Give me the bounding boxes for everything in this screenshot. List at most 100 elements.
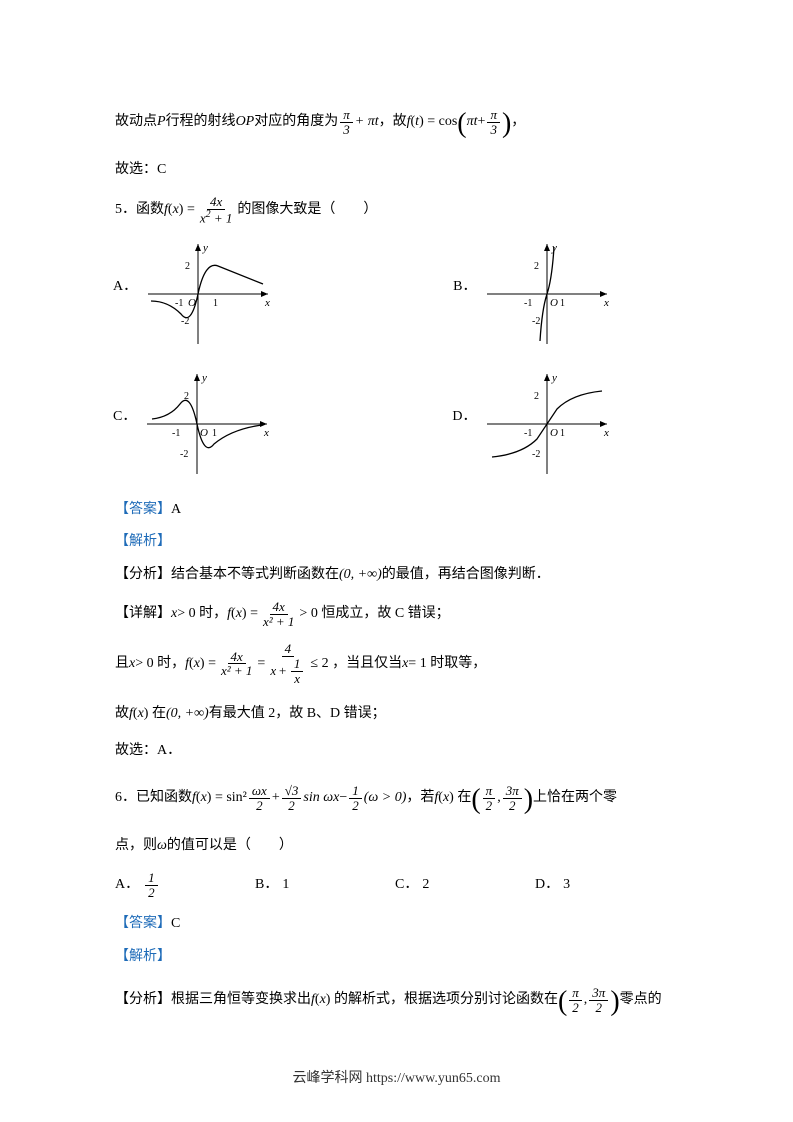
analysis-6: 【解析】 xyxy=(115,946,678,968)
text: ) 在 xyxy=(144,703,166,725)
line-conclusion-angle: 故动点 P 行程的射线 OP 对应的角度为 π 3 + π t ，故 f ( t… xyxy=(115,100,678,145)
fraction: π 2 xyxy=(569,986,582,1014)
text: ≤ 2 ，当且仅当 xyxy=(310,653,402,675)
text: + xyxy=(478,111,486,133)
answer-6: 【答案】C xyxy=(115,913,678,935)
label: 【详解】 xyxy=(115,603,171,625)
svg-text:2: 2 xyxy=(534,391,539,402)
svg-text:2: 2 xyxy=(534,261,539,272)
text: 故 xyxy=(115,703,129,725)
comma: , xyxy=(497,787,501,809)
choice-b: B． 1 xyxy=(255,871,395,899)
text: π xyxy=(467,111,474,133)
option-c: C． y x O 2 -2 -1 1 xyxy=(113,369,272,479)
svg-text:y: y xyxy=(551,372,557,384)
label: 【分析】 xyxy=(115,989,171,1011)
text: 故动点 xyxy=(115,111,157,133)
answer-label: 【答案】 xyxy=(115,916,171,931)
option-label: D． xyxy=(452,406,476,428)
svg-text:-1: -1 xyxy=(175,298,183,309)
fraction: 3π 2 xyxy=(589,986,608,1014)
answer-value: A xyxy=(171,502,181,517)
option-label: C． xyxy=(113,406,136,428)
svg-text:y: y xyxy=(202,242,208,254)
label: 【分析】 xyxy=(115,564,171,586)
fraction: √3 2 xyxy=(282,784,302,812)
text: ) = cos xyxy=(419,111,457,133)
var-P: P xyxy=(157,111,166,133)
detail-line-2: 且 x > 0 时， f ( x ) = 4x x² + 1 = 4 x+ 1 … xyxy=(115,642,678,685)
svg-text:1: 1 xyxy=(560,298,565,309)
fraction: 1 2 xyxy=(145,871,158,899)
detail-line-4: 故选：A． xyxy=(115,740,678,762)
analysis-6-fx: 【分析】 根据三角恒等变换求出 f ( x ) 的解析式，根据选项分别讨论函数在… xyxy=(115,978,678,1023)
svg-text:x: x xyxy=(264,297,270,309)
svg-text:x: x xyxy=(603,297,609,309)
text: 6．已知函数 xyxy=(115,787,192,809)
fraction: 4x x² + 1 xyxy=(260,600,297,628)
svg-text:x: x xyxy=(263,427,269,439)
svg-text:-1: -1 xyxy=(524,298,532,309)
text: ) = xyxy=(200,653,216,675)
text: 的图像大致是（ ） xyxy=(237,199,377,221)
graph-b-icon: y x O 2 -2 -1 1 xyxy=(482,239,612,349)
var-OP: OP xyxy=(236,111,255,133)
question-6-line1: 6．已知函数 f ( x ) = sin² ωx 2 + √3 2 sin ω … xyxy=(115,776,678,821)
text: ，故 xyxy=(379,111,407,133)
text: 根据三角恒等变换求出 xyxy=(171,989,311,1011)
text: + π xyxy=(355,111,375,133)
text: 5．函数 xyxy=(115,199,164,221)
interval: (0, +∞) xyxy=(166,703,209,725)
choice-c: C． 2 xyxy=(395,871,535,899)
svg-text:O: O xyxy=(550,427,558,439)
text: = 1 时取等， xyxy=(408,653,486,675)
option-b: B． y x O 2 -2 -1 1 xyxy=(453,239,612,349)
svg-text:1: 1 xyxy=(212,428,217,439)
svg-text:y: y xyxy=(201,372,207,384)
text: ) = xyxy=(242,603,258,625)
fraction: π 3 xyxy=(340,108,353,136)
fraction: 4x x2 + 1 xyxy=(197,195,236,225)
text: > 0 时， xyxy=(135,653,185,675)
answer-label: 【答案】 xyxy=(115,502,171,517)
text: ) 的解析式，根据选项分别讨论函数在 xyxy=(326,989,558,1011)
svg-text:-1: -1 xyxy=(172,428,180,439)
option-label: B． xyxy=(453,276,476,298)
svg-text:O: O xyxy=(550,297,558,309)
text: 的值可以是（ ） xyxy=(167,835,293,857)
comma: , xyxy=(584,989,588,1011)
option-a: A． y x O 2 -2 -1 1 xyxy=(113,239,273,349)
analysis-fx: 【分析】 结合基本不等式判断函数在 (0, +∞) 的最值，再结合图像判断． xyxy=(115,564,678,586)
text: ， xyxy=(511,111,525,133)
svg-text:-2: -2 xyxy=(180,449,188,460)
text: sin ω xyxy=(303,787,333,809)
text: ，若 xyxy=(406,787,434,809)
choice-label: D． xyxy=(535,874,559,896)
text: 点，则 xyxy=(115,835,157,857)
choice-label: A． xyxy=(115,874,139,896)
text: 对应的角度为 xyxy=(254,111,338,133)
fraction-nested: 4 x+ 1 x xyxy=(267,642,308,685)
text: 结合基本不等式判断函数在 xyxy=(171,564,339,586)
lparen-icon: ( xyxy=(471,778,480,823)
text: > 0 恒成立，故 C 错误； xyxy=(299,603,449,625)
rparen-icon: ) xyxy=(524,778,533,823)
condition: (ω > 0) xyxy=(364,787,407,809)
svg-text:x: x xyxy=(603,427,609,439)
analysis-5: 【解析】 xyxy=(115,531,678,553)
svg-text:1: 1 xyxy=(213,298,218,309)
fraction: 3π 2 xyxy=(503,784,522,812)
question-6-line2: 点，则 ω 的值可以是（ ） xyxy=(115,835,678,857)
text: − xyxy=(339,787,347,809)
answer-value: C xyxy=(171,916,180,931)
options-row-2: C． y x O 2 -2 -1 1 D． y x O 2 -2 - xyxy=(115,369,678,479)
choice-label: C． xyxy=(395,874,418,896)
text: ) = xyxy=(179,199,195,221)
text: = xyxy=(257,653,265,675)
fraction: 1 2 xyxy=(349,784,362,812)
svg-text:-2: -2 xyxy=(532,449,540,460)
var-omega: ω xyxy=(157,835,167,857)
text: 行程的射线 xyxy=(166,111,236,133)
text: 且 xyxy=(115,653,129,675)
graph-a-icon: y x O 2 -2 -1 1 xyxy=(143,239,273,349)
